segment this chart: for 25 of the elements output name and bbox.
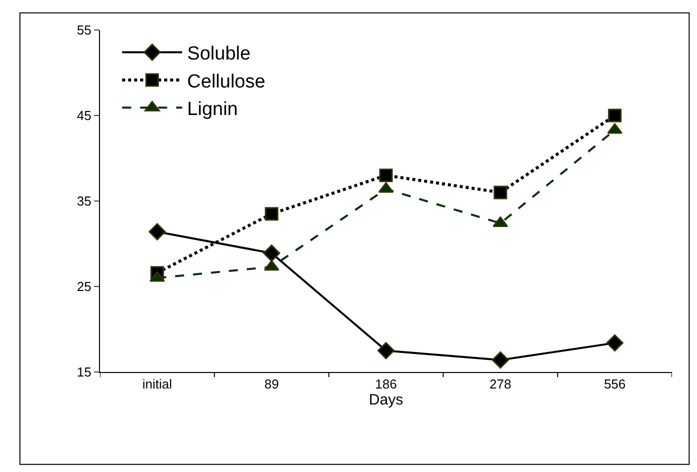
x-tick-label: 89 <box>264 376 279 392</box>
y-tick-label: 15 <box>76 364 92 380</box>
y-tick-label: 45 <box>76 108 92 124</box>
point <box>492 351 509 369</box>
x-tick-label: 556 <box>604 376 626 392</box>
point <box>379 168 393 182</box>
x-tick-label: initial <box>142 376 172 392</box>
y-tick-label: 25 <box>76 279 92 294</box>
y-tick-label: 35 <box>76 194 92 209</box>
legend-label: Lignin <box>187 99 238 120</box>
point <box>263 244 280 262</box>
point <box>608 108 622 122</box>
point <box>494 186 508 200</box>
point <box>264 207 278 221</box>
y-tick-label: 55 <box>76 22 92 38</box>
point <box>606 334 624 352</box>
x-axis-title: Days <box>368 392 404 409</box>
legend-label: Soluble <box>187 44 251 65</box>
x-tick-label: 278 <box>490 376 512 392</box>
point <box>377 342 395 360</box>
point <box>607 123 622 134</box>
x-tick-label: 186 <box>375 376 397 392</box>
point <box>150 271 165 282</box>
point <box>148 223 166 240</box>
legend-label: Cellulose <box>187 71 266 92</box>
